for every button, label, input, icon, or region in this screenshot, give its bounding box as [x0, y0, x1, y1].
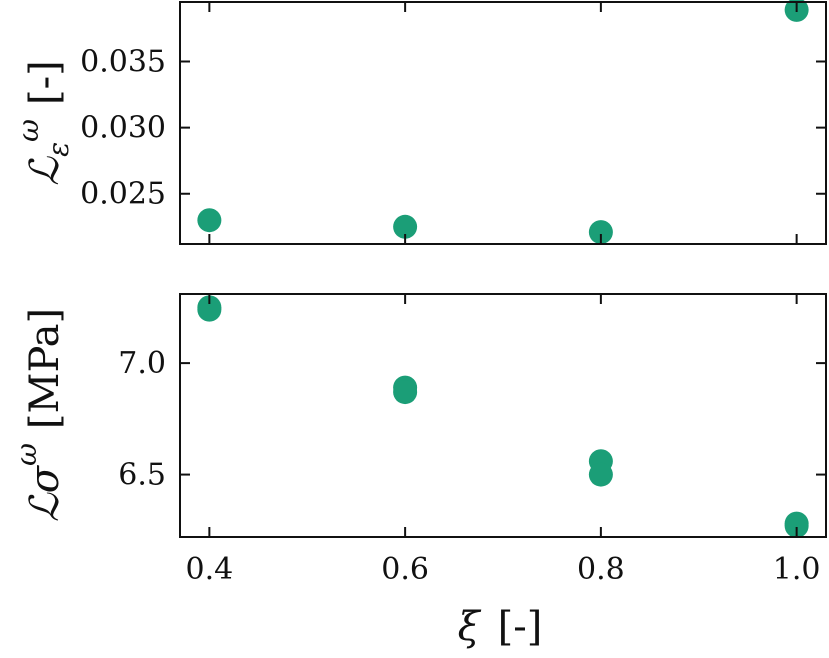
- bottom-data-points: [197, 295, 809, 538]
- top-point-1: [393, 214, 418, 239]
- x-tick-label-3: 1.0: [773, 552, 821, 587]
- bottom-point-3: [393, 380, 418, 405]
- top-ylabel-sub: ε: [42, 142, 75, 157]
- bottom-point-7: [784, 513, 809, 538]
- xlabel-unit: [-]: [498, 604, 543, 650]
- x-tick-label-2: 0.8: [577, 552, 625, 587]
- x-tick-label-1: 0.6: [381, 552, 429, 587]
- top-y-tick-label-0: 0.025: [80, 177, 166, 212]
- x-axis-label: ξ [-]: [458, 604, 543, 650]
- bottom-point-1: [197, 297, 222, 322]
- top-point-0: [197, 208, 222, 233]
- bottom-ylabel-sup: ω: [10, 443, 43, 466]
- top-point-2: [588, 220, 613, 245]
- x-tick-label-0: 0.4: [186, 552, 234, 587]
- top-ylabel-main: ℒ: [22, 156, 68, 186]
- top-y-tick-label-1: 0.030: [80, 111, 166, 146]
- top-ylabel-unit: [-]: [22, 60, 68, 105]
- bottom-point-5: [588, 462, 613, 487]
- bottom-y-tick-label-0: 6.5: [118, 458, 166, 493]
- top-panel: 0.025 0.030 0.035 ℒεω [-]: [12, 0, 827, 245]
- bottom-panel: 0.4 0.6 0.8 1.0 6.5 7.0 ℒσω [MPa] ξ [-]: [10, 293, 827, 650]
- xlabel-symbol: ξ: [458, 604, 482, 650]
- top-plot-frame: [179, 1, 827, 245]
- bottom-plot-frame: [179, 293, 827, 538]
- bottom-ylabel-unit: [MPa]: [22, 308, 68, 429]
- bottom-ticks: 0.4 0.6 0.8 1.0 6.5 7.0: [118, 294, 826, 587]
- bottom-ylabel-sub: σ: [22, 464, 68, 493]
- top-y-axis-label: ℒεω [-]: [12, 60, 75, 185]
- top-ticks: 0.025 0.030 0.035: [80, 2, 826, 244]
- top-ylabel-sup: ω: [12, 119, 45, 142]
- top-y-tick-label-2: 0.035: [80, 45, 166, 80]
- top-data-points: [197, 0, 809, 245]
- bottom-y-axis-label: ℒσω [MPa]: [10, 308, 68, 522]
- bottom-y-tick-label-1: 7.0: [118, 346, 166, 381]
- bottom-ylabel-main: ℒ: [22, 492, 68, 522]
